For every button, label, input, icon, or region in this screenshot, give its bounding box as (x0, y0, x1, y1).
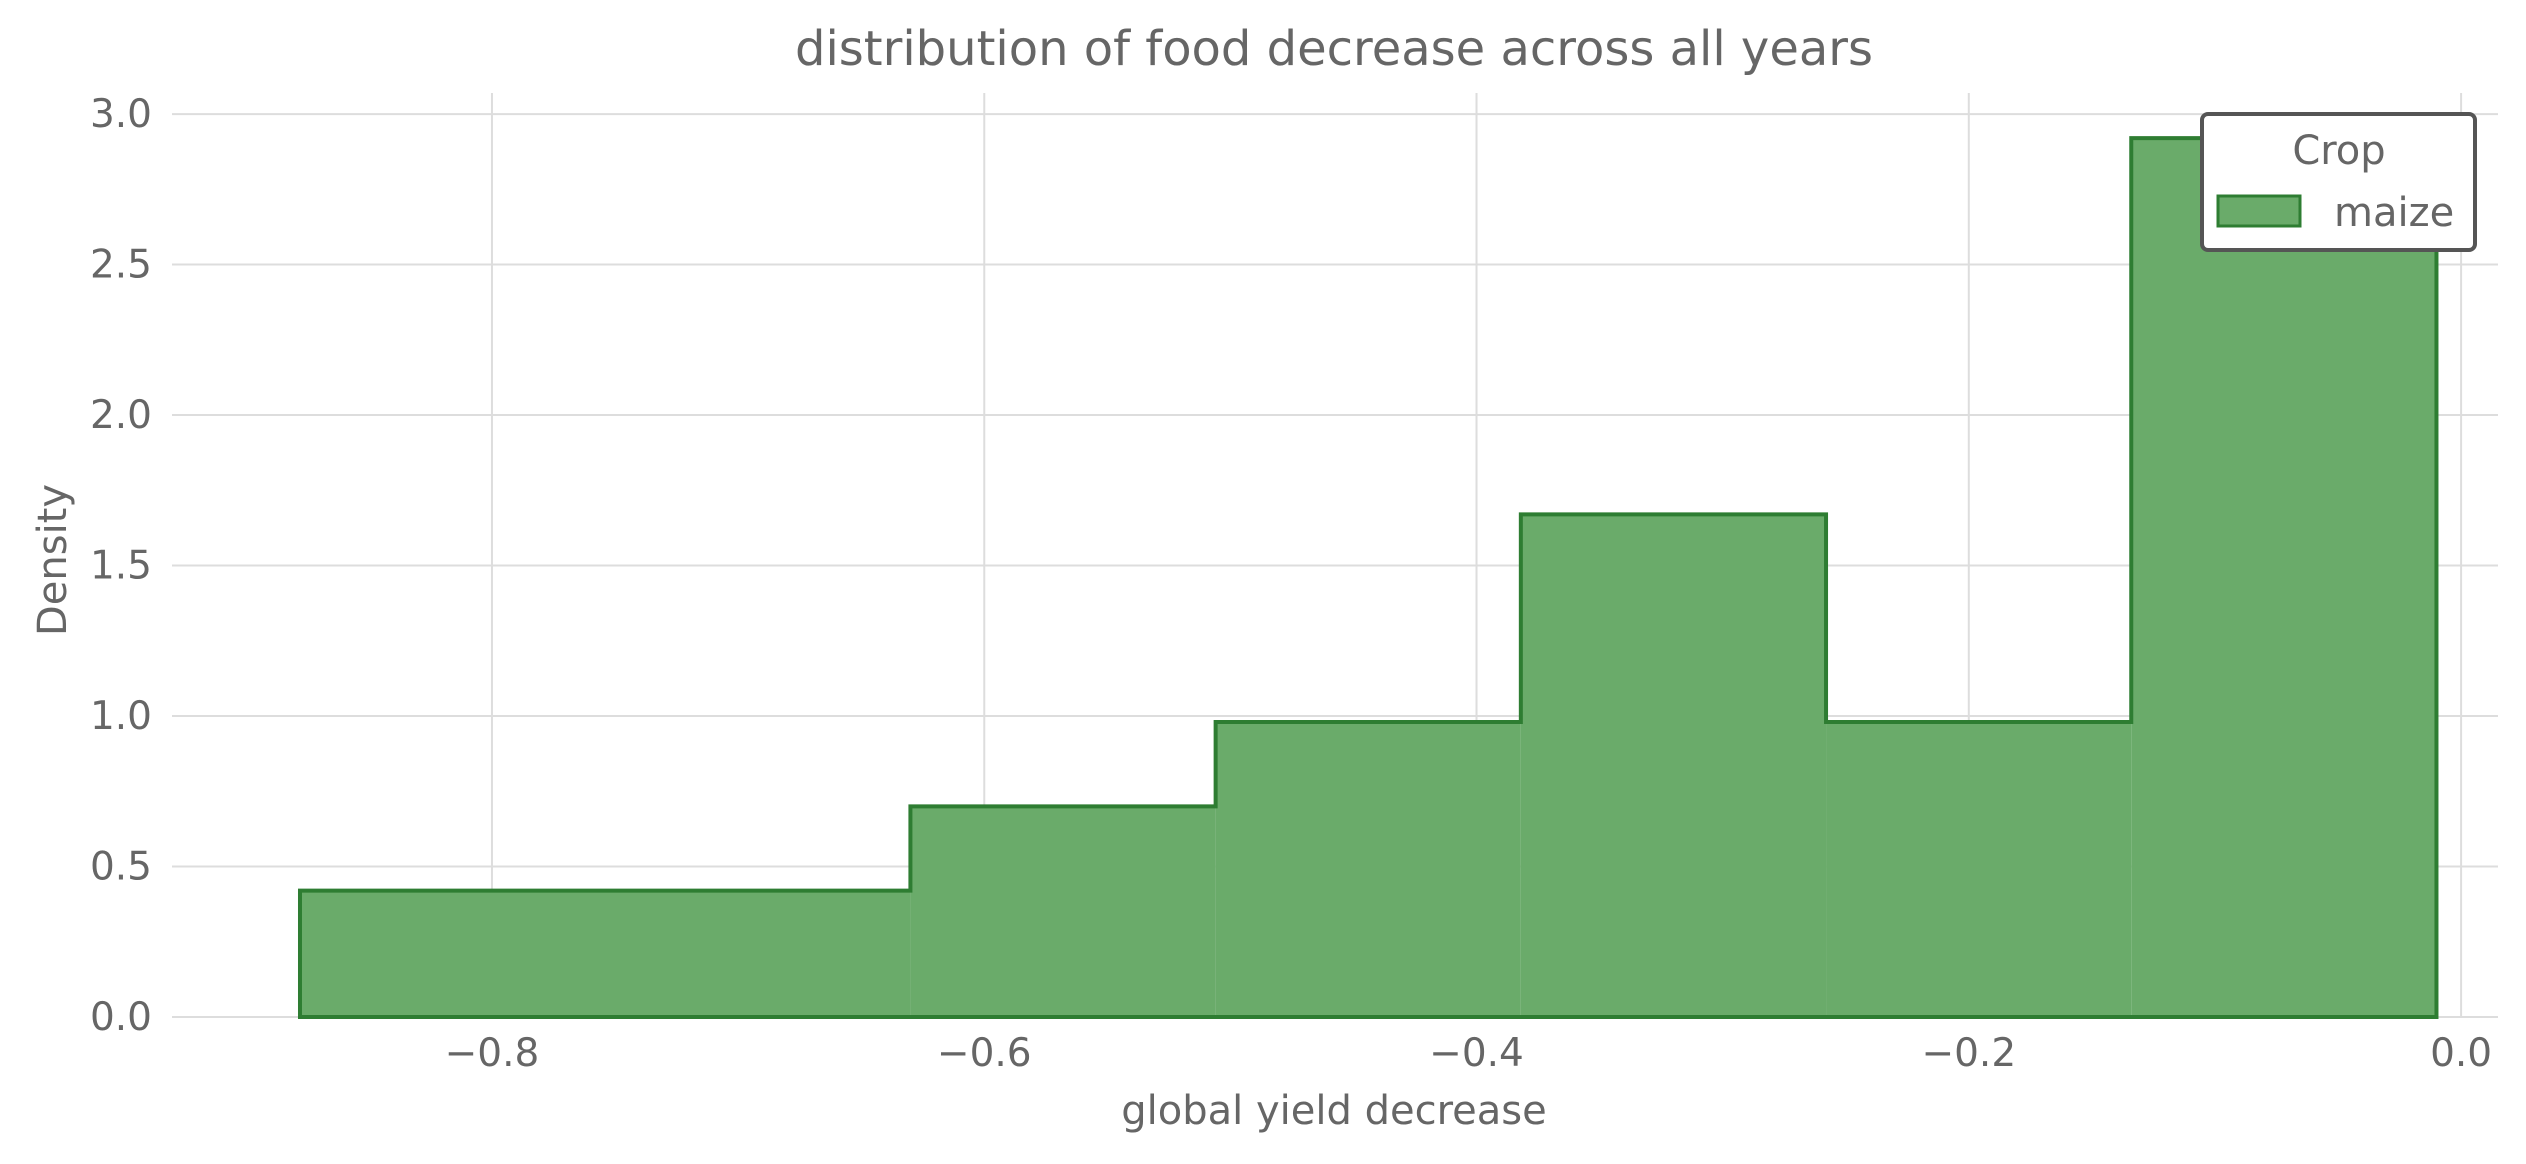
chart-title: distribution of food decrease across all… (795, 21, 1873, 77)
legend: Crop maize (2200, 112, 2477, 252)
x-tick-label: −0.6 (937, 1031, 1032, 1076)
y-tick-label: 2.5 (90, 243, 152, 288)
x-tick-label: −0.4 (1429, 1031, 1524, 1076)
tick-labels: 0.0 0.5 1.0 1.5 2.0 2.5 3.0 −0.8 −0.6 −0.4 −0.2 0.0 (90, 92, 2492, 1076)
x-axis-label: global yield decrease (1121, 1088, 1546, 1134)
histogram-bar (2131, 138, 2437, 1017)
histogram-bar (1826, 722, 2132, 1017)
y-tick-label: 0.0 (90, 995, 152, 1040)
legend-title: Crop (2292, 128, 2385, 174)
histogram-bar (910, 806, 1216, 1017)
y-tick-label: 1.5 (90, 544, 152, 589)
x-tick-label: −0.8 (445, 1031, 540, 1076)
y-tick-label: 2.0 (90, 393, 152, 438)
y-axis-label: Density (30, 484, 76, 636)
y-tick-label: 3.0 (90, 92, 152, 137)
histogram-bar (299, 890, 911, 1017)
histogram-bars (297, 136, 2439, 1019)
legend-label-maize: maize (2334, 190, 2454, 236)
histogram-bar (1520, 514, 1827, 1017)
y-tick-label: 1.0 (90, 694, 152, 739)
legend-swatch-maize (2216, 194, 2302, 228)
histogram-bar (1215, 722, 1521, 1017)
x-tick-label: 0.0 (2430, 1031, 2492, 1076)
y-tick-label: 0.5 (90, 845, 152, 890)
x-tick-label: −0.2 (1921, 1031, 2016, 1076)
